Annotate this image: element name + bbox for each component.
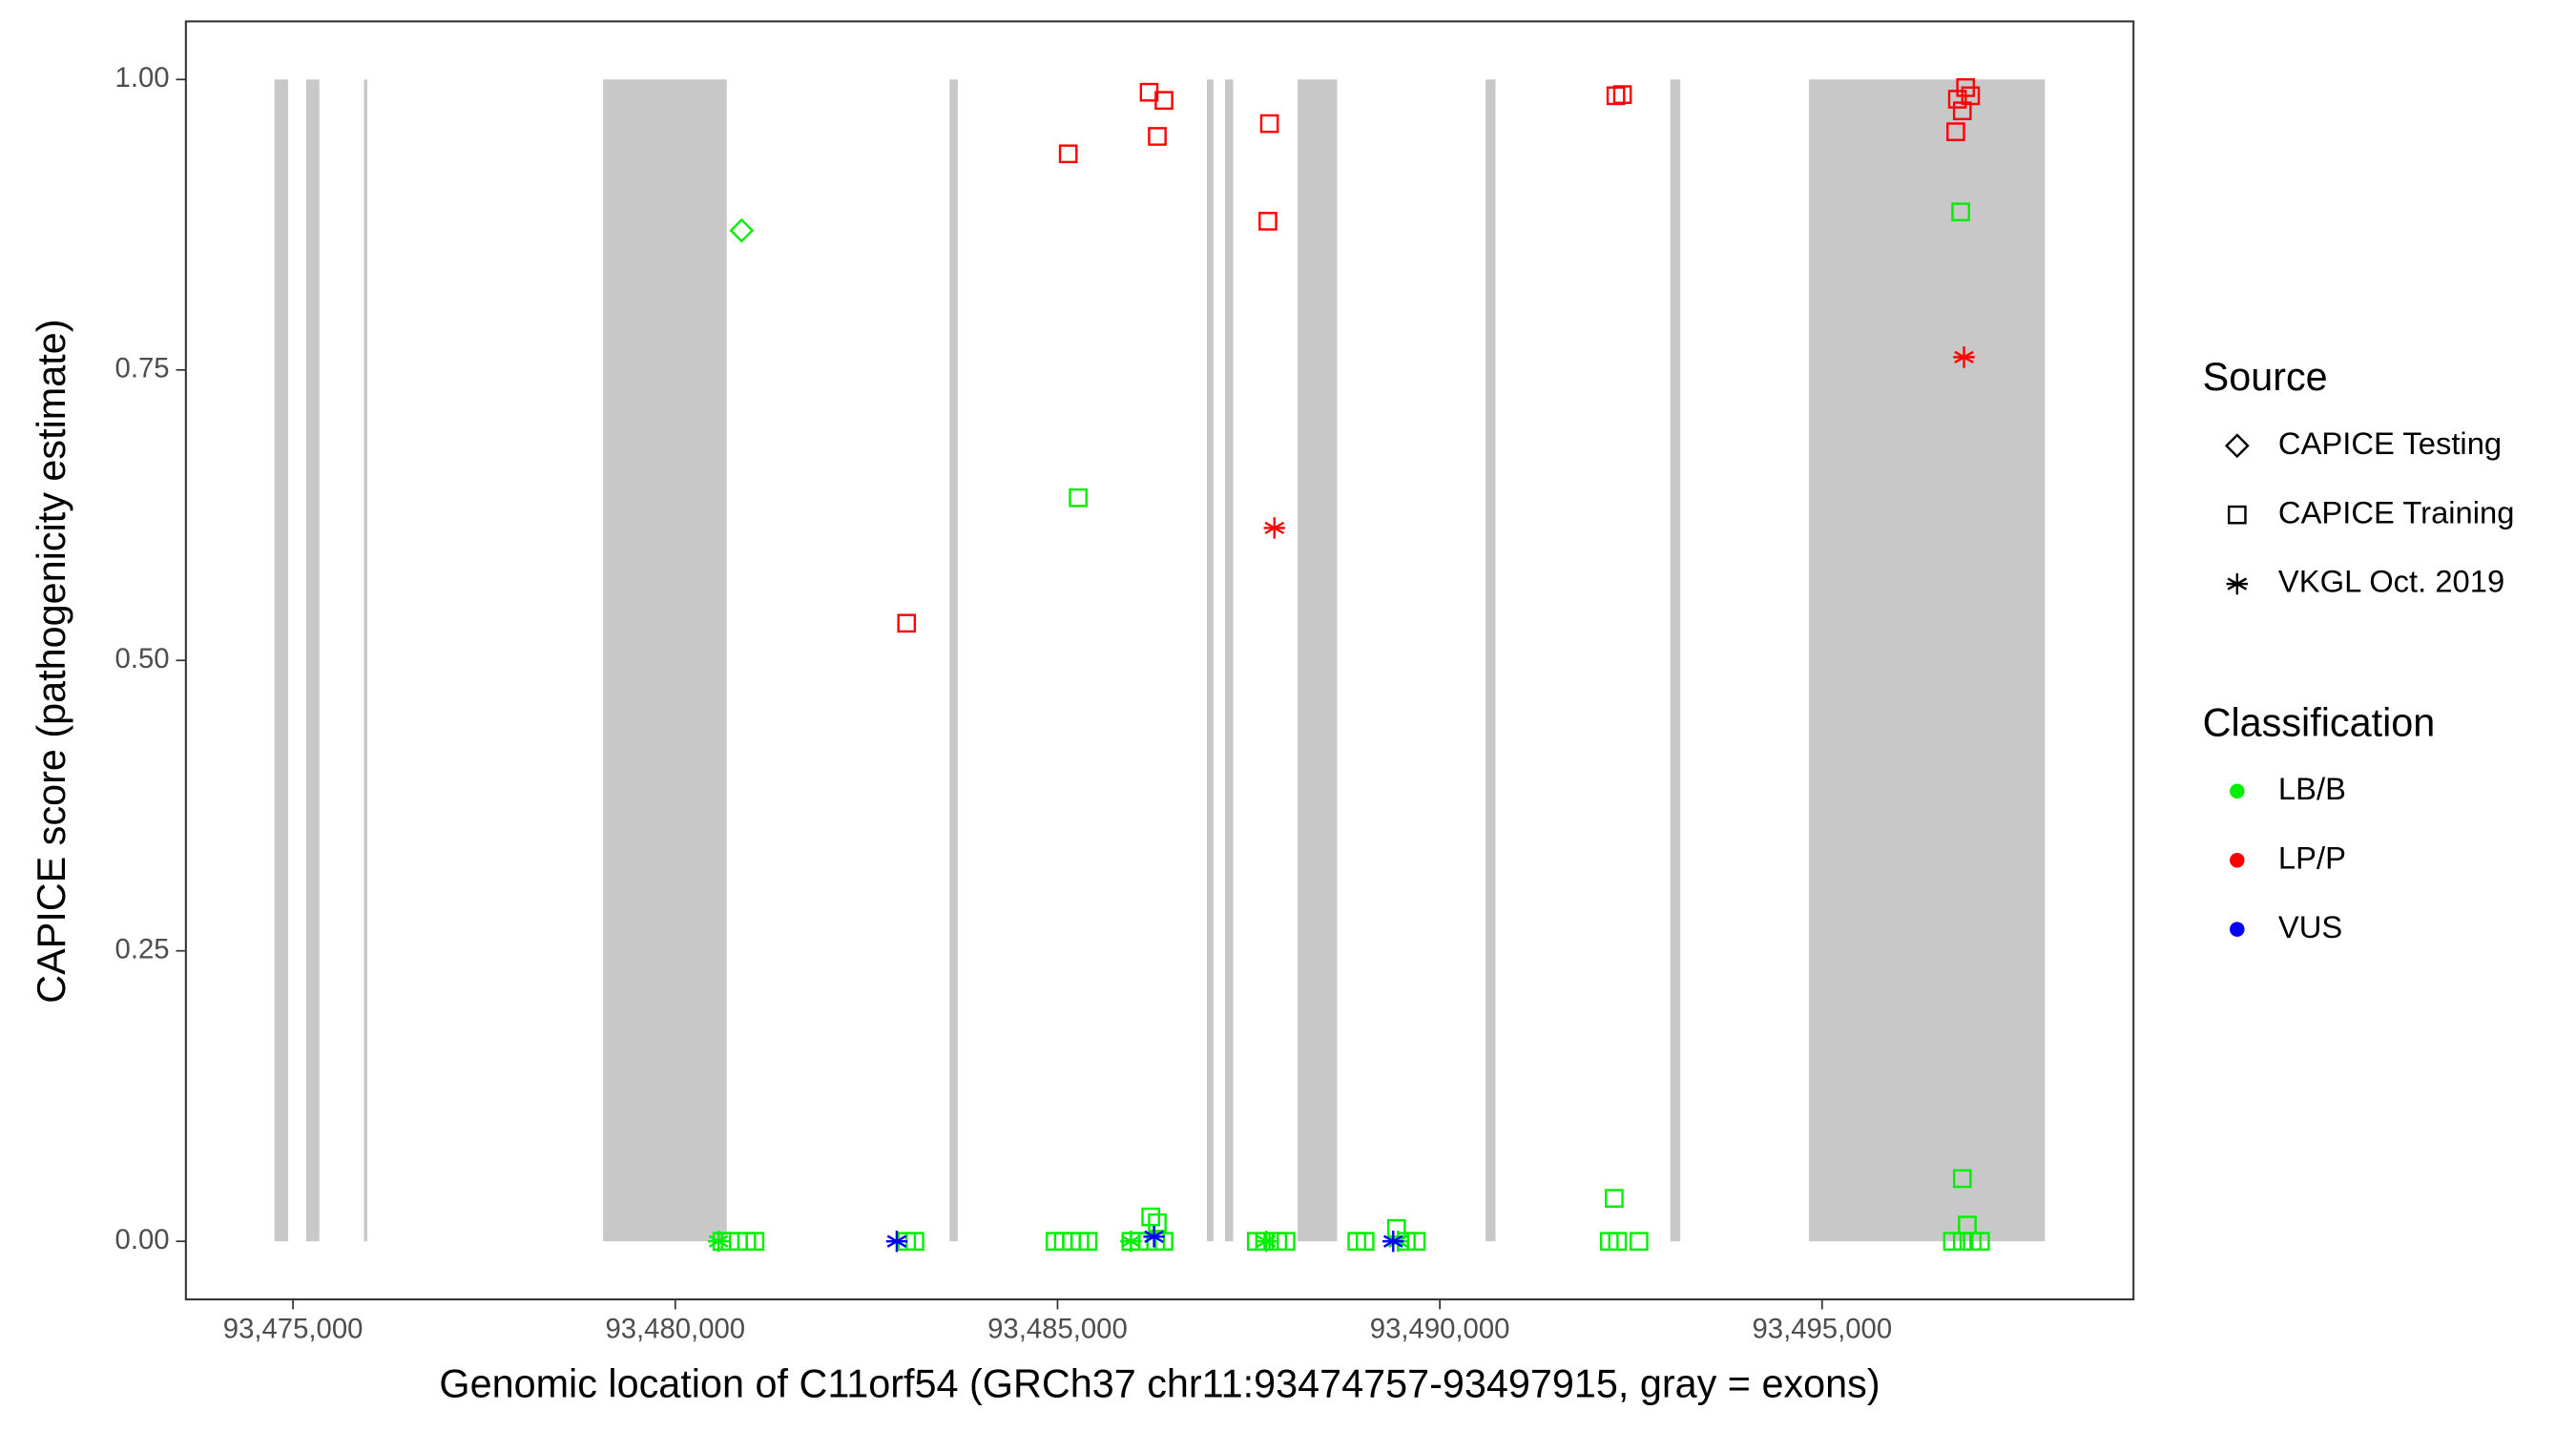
- exon: [1485, 79, 1496, 1242]
- point: [1951, 202, 1970, 221]
- legend-symbol: [2224, 433, 2250, 459]
- x-tick-label: 93,475,000: [223, 1314, 364, 1345]
- point: [885, 1230, 908, 1253]
- legend-symbol: [2230, 922, 2245, 937]
- legend-label: VKGL Oct. 2019: [2278, 564, 2504, 599]
- point: [1946, 122, 1965, 141]
- legend-symbol: [2230, 852, 2245, 868]
- x-tick-label: 93,495,000: [1752, 1314, 1892, 1345]
- point: [1143, 1226, 1165, 1248]
- y-tick-label: 0.00: [115, 1224, 170, 1255]
- point: [1154, 91, 1174, 111]
- x-tick-label: 93,480,000: [605, 1314, 745, 1345]
- legend-label: CAPICE Training: [2278, 494, 2515, 529]
- y-tick-label: 0.50: [115, 643, 170, 674]
- legend-label: LP/P: [2278, 840, 2346, 875]
- point: [1630, 1232, 1649, 1252]
- point: [1356, 1232, 1375, 1252]
- point: [1961, 86, 1981, 106]
- point: [729, 218, 755, 243]
- legend-title: Source: [2203, 355, 2328, 399]
- y-tick-label: 0.25: [115, 933, 170, 964]
- y-tick-label: 0.75: [115, 353, 170, 384]
- point: [1952, 1232, 1972, 1252]
- point: [1263, 517, 1286, 539]
- exon: [274, 79, 288, 1242]
- point: [1953, 346, 1975, 368]
- legend-label: VUS: [2278, 909, 2342, 944]
- point: [1141, 1207, 1160, 1227]
- exon: [949, 79, 958, 1242]
- exon: [1206, 79, 1214, 1242]
- point: [745, 1232, 765, 1252]
- point: [1069, 487, 1088, 508]
- exon: [364, 79, 367, 1242]
- point: [1277, 1232, 1296, 1252]
- point: [1612, 85, 1632, 104]
- exon: [305, 79, 320, 1242]
- exon: [603, 79, 727, 1242]
- exon: [1224, 79, 1234, 1242]
- exon: [1298, 79, 1338, 1242]
- y-axis-title: CAPICE score (pathogenicity estimate): [30, 320, 73, 1004]
- point: [1058, 144, 1078, 164]
- background: [11, 0, 2565, 1431]
- point: [1120, 1230, 1142, 1253]
- y-tick-label: 1.00: [115, 62, 170, 93]
- plot-border: [184, 20, 2135, 1301]
- point: [1154, 1232, 1174, 1252]
- point: [1386, 1218, 1406, 1238]
- point: [1078, 1232, 1098, 1252]
- x-tick-label: 93,485,000: [987, 1314, 1128, 1345]
- x-tick-label: 93,490,000: [1370, 1314, 1510, 1345]
- exon: [1670, 79, 1681, 1242]
- point: [1942, 1232, 1963, 1252]
- legend-label: LB/B: [2278, 771, 2346, 806]
- point: [1258, 212, 1278, 231]
- legend-symbol: [2226, 572, 2249, 595]
- point: [897, 613, 917, 633]
- point: [1256, 1230, 1278, 1253]
- point: [1608, 1232, 1628, 1252]
- exon: [1809, 79, 2046, 1242]
- x-axis-title: Genomic location of C11orf54 (GRCh37 chr…: [439, 1361, 1880, 1405]
- point: [1259, 114, 1279, 134]
- legend-symbol: [2230, 783, 2245, 799]
- point: [1148, 1213, 1167, 1233]
- legend-label: CAPICE Testing: [2278, 425, 2502, 461]
- legend-symbol: [2227, 505, 2247, 525]
- point: [1382, 1230, 1404, 1253]
- point: [1952, 1169, 1972, 1189]
- point: [1606, 86, 1626, 106]
- legend-title: Classification: [2203, 700, 2436, 744]
- point: [708, 1230, 730, 1253]
- point: [1605, 1189, 1624, 1208]
- point: [1971, 1232, 1990, 1252]
- point: [1148, 127, 1167, 146]
